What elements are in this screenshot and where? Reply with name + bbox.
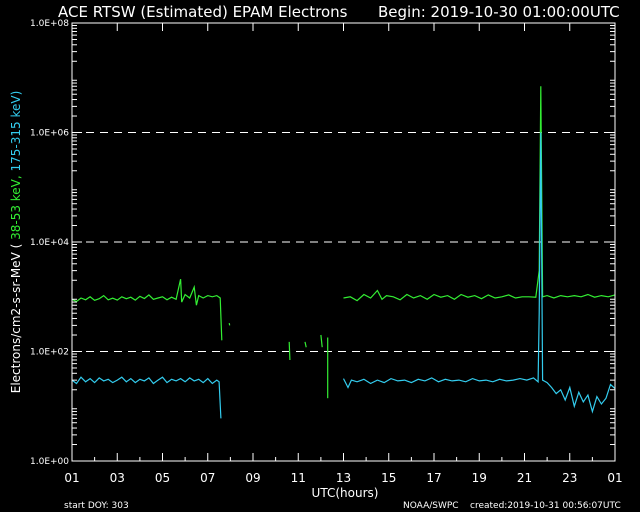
x-tick-label: 03 [110, 471, 125, 485]
x-tick-label: 05 [155, 471, 170, 485]
low-energy-isolated-point [288, 341, 291, 361]
y-axis-label-high-energy: 175-315 keV) [9, 91, 23, 176]
chart-title: ACE RTSW (Estimated) EPAM Electrons [58, 3, 348, 21]
x-tick-label: 23 [562, 471, 577, 485]
y-tick-label: 1.0E+08 [30, 19, 69, 29]
x-tick-label: 11 [291, 471, 306, 485]
dashed-gridlines [72, 132, 615, 352]
low-energy-isolated-point [304, 341, 307, 348]
y-tick-label: 1.0E+06 [30, 129, 69, 139]
y-tick-label: 1.0E+04 [30, 238, 69, 248]
y-axis-ticks: 1.0E+00 1.0E+02 1.0E+04 1.0E+06 1.0E+08 [30, 19, 615, 467]
high-energy-series-line [342, 132, 616, 414]
x-tick-label: 17 [426, 471, 441, 485]
x-axis-ticks: 01 03 05 07 09 11 13 15 17 19 21 23 01 [64, 23, 623, 485]
x-tick-label: 01 [607, 471, 622, 485]
begin-time-label: Begin: 2019-10-30 01:00:00UTC [378, 3, 620, 21]
credit-label: NOAA/SWPC [403, 501, 459, 511]
start-doy-label: start DOY: 303 [64, 501, 129, 511]
x-tick-label: 19 [472, 471, 487, 485]
x-tick-label: 09 [245, 471, 260, 485]
low-energy-isolated-point [320, 334, 323, 348]
x-tick-label: 07 [200, 471, 215, 485]
x-tick-label: 13 [336, 471, 351, 485]
series-layer [71, 86, 616, 419]
x-axis-label: UTC(hours) [312, 486, 379, 500]
y-tick-label: 1.0E+02 [30, 348, 69, 358]
x-tick-label: 01 [64, 471, 79, 485]
x-tick-label: 21 [517, 471, 532, 485]
high-energy-series-line [71, 376, 222, 419]
y-axis-label-low-energy: 38-53 keV, [9, 175, 23, 243]
low-energy-series-line [343, 86, 616, 302]
created-timestamp: created:2019-10-31 00:56:07UTC [470, 501, 621, 511]
y-axis-label-prefix: Electrons/cm2-s-sr-MeV ( [9, 244, 23, 394]
x-tick-label: 15 [381, 471, 396, 485]
low-energy-isolated-point [228, 322, 231, 326]
y-axis-label: Electrons/cm2-s-sr-MeV ( 38-53 keV, 175-… [9, 91, 23, 394]
low-energy-series-line [71, 278, 223, 341]
y-tick-label: 1.0E+00 [30, 457, 69, 467]
